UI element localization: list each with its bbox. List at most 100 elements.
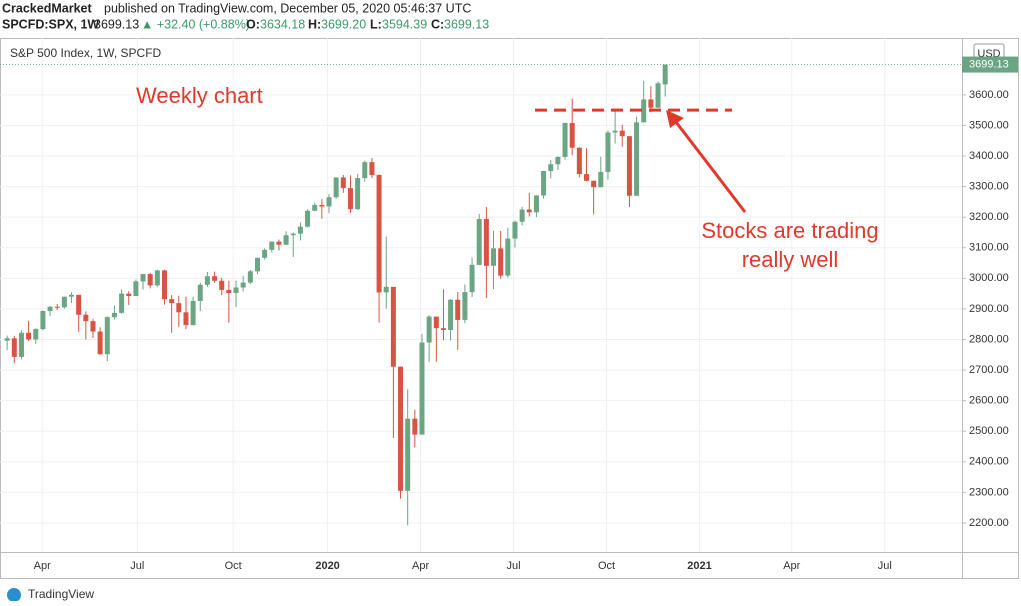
body — [111, 312, 117, 318]
y-tick-label: 3200.00 — [969, 211, 1009, 223]
body — [176, 303, 182, 313]
body — [362, 162, 368, 179]
body — [254, 257, 260, 272]
body — [312, 204, 318, 211]
body — [583, 174, 589, 181]
y-tick-label: 2300.00 — [969, 486, 1009, 498]
symbol: SPCFD:SPX, 1W — [2, 17, 99, 31]
body — [598, 171, 604, 188]
body — [505, 238, 511, 276]
body — [369, 162, 375, 175]
body — [612, 130, 618, 133]
body — [641, 99, 647, 123]
y-tick-label: 3300.00 — [969, 181, 1009, 193]
body — [562, 123, 568, 157]
body — [97, 331, 103, 355]
body — [340, 177, 346, 189]
ohlc-key: L: — [370, 17, 382, 31]
body — [219, 280, 225, 290]
body — [119, 293, 125, 313]
x-tick-label: Jul — [878, 560, 892, 572]
footer-text: TradingView — [28, 587, 94, 601]
ohlc-value: 3699.13 — [444, 17, 489, 31]
ohlc-key: O: — [246, 17, 260, 31]
body — [347, 188, 353, 210]
body — [40, 311, 46, 330]
y-tick-label: 2400.00 — [969, 456, 1009, 468]
body — [383, 286, 389, 293]
y-tick-label: 2600.00 — [969, 395, 1009, 407]
body — [569, 123, 575, 148]
body — [226, 289, 232, 294]
annotation: Weekly chart — [136, 83, 263, 108]
author: CrackedMarket — [2, 1, 92, 15]
ohlc-value: 3634.18 — [260, 17, 305, 31]
body — [526, 209, 532, 213]
ohlc-value: 3594.39 — [382, 17, 427, 31]
annotation: Stocks are trading — [701, 218, 878, 243]
body — [605, 132, 611, 172]
body — [26, 332, 32, 340]
body — [126, 293, 132, 297]
body — [533, 195, 539, 213]
candles — [4, 64, 668, 526]
body — [326, 197, 332, 207]
body — [197, 284, 203, 301]
body — [169, 299, 175, 304]
x-tick-label: Apr — [412, 560, 429, 572]
footer: TradingView — [7, 587, 94, 602]
chart-title: S&P 500 Index, 1W, SPCFD — [10, 46, 162, 60]
y-tick-label: 3000.00 — [969, 272, 1009, 284]
body — [319, 204, 325, 207]
body — [555, 156, 561, 165]
body — [33, 329, 39, 340]
body — [83, 314, 89, 322]
y-tick-label: 3100.00 — [969, 242, 1009, 254]
body — [133, 281, 139, 297]
body — [104, 317, 110, 355]
body — [433, 316, 439, 329]
body — [305, 210, 311, 227]
body — [412, 418, 418, 435]
body — [519, 209, 525, 222]
body — [183, 312, 189, 326]
body — [69, 294, 75, 297]
body — [18, 332, 24, 357]
body — [147, 274, 153, 286]
x-tick-label: Oct — [225, 560, 242, 572]
body — [619, 130, 625, 137]
y-tick-label: 2700.00 — [969, 364, 1009, 376]
y-tick-label: 2800.00 — [969, 333, 1009, 345]
body — [626, 136, 632, 196]
body — [483, 219, 489, 266]
body — [462, 292, 468, 320]
arrow-shaft — [674, 121, 747, 213]
body — [154, 270, 160, 286]
x-tick-label: 2021 — [687, 560, 711, 572]
y-tick-label: 3500.00 — [969, 119, 1009, 131]
body — [448, 299, 454, 331]
body — [76, 294, 82, 315]
body — [648, 99, 654, 108]
body — [47, 306, 53, 312]
body — [276, 241, 282, 245]
x-tick-label: Apr — [34, 560, 51, 572]
body — [4, 338, 10, 341]
body — [548, 164, 554, 172]
x-tick-label: Apr — [783, 560, 800, 572]
body — [512, 221, 518, 239]
x-tick-label: Jul — [507, 560, 521, 572]
last-price-box — [962, 56, 1018, 73]
x-tick-label: Jul — [130, 560, 144, 572]
symbol-line: SPCFD:SPX, 1W 3699.13 ▲ +32.40 (+0.88%) … — [2, 17, 489, 31]
body — [476, 219, 482, 265]
annotations: Weekly chart Stocks are trading really w… — [136, 83, 879, 272]
body — [297, 226, 303, 234]
body — [247, 271, 253, 283]
body — [541, 171, 547, 196]
y-tick-label: 2900.00 — [969, 303, 1009, 315]
x-tick-label: Oct — [598, 560, 615, 572]
y-tick-label: 2500.00 — [969, 425, 1009, 437]
body — [469, 264, 475, 293]
body — [204, 276, 210, 285]
